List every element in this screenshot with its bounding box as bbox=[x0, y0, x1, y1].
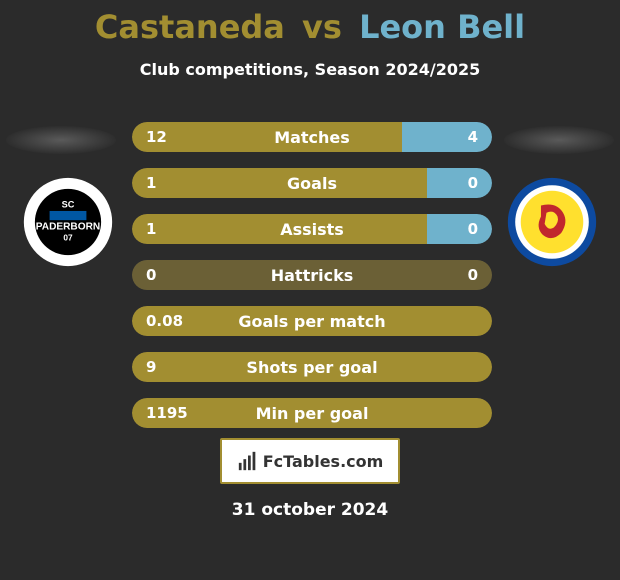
chart-icon bbox=[237, 450, 259, 472]
brand-badge: FcTables.com bbox=[220, 438, 400, 484]
stat-label: Shots per goal bbox=[132, 358, 492, 377]
shadow-left bbox=[6, 126, 116, 154]
player1-name: Castaneda bbox=[95, 8, 285, 46]
page-title: Castaneda vs Leon Bell bbox=[0, 0, 620, 46]
subtitle: Club competitions, Season 2024/2025 bbox=[0, 60, 620, 79]
svg-text:PADERBORN: PADERBORN bbox=[36, 221, 100, 232]
stat-row: Min per goal1195 bbox=[132, 398, 492, 428]
svg-text:07: 07 bbox=[63, 233, 73, 242]
stat-value-player2: 0 bbox=[468, 220, 478, 238]
brand-text: FcTables.com bbox=[263, 452, 384, 471]
player2-name: Leon Bell bbox=[359, 8, 525, 46]
stat-value-player1: 0 bbox=[146, 266, 156, 284]
stat-value-player1: 1 bbox=[146, 174, 156, 192]
stat-value-player1: 0.08 bbox=[146, 312, 183, 330]
team-badge-right bbox=[506, 176, 598, 268]
stat-label: Goals bbox=[132, 174, 492, 193]
stat-row: Assists1 0 bbox=[132, 214, 492, 244]
stat-label: Matches bbox=[132, 128, 492, 147]
vs-label: vs bbox=[302, 8, 342, 46]
stat-label: Hattricks bbox=[132, 266, 492, 285]
stat-label: Assists bbox=[132, 220, 492, 239]
svg-text:SC: SC bbox=[62, 199, 75, 209]
stat-value-player1: 12 bbox=[146, 128, 167, 146]
stat-value-player2: 4 bbox=[468, 128, 478, 146]
date-text: 31 october 2024 bbox=[0, 500, 620, 520]
stat-row: Goals1 0 bbox=[132, 168, 492, 198]
stat-row: Shots per goal9 bbox=[132, 352, 492, 382]
stat-value-player1: 9 bbox=[146, 358, 156, 376]
stat-bars: Matches124Goals10Assists10Hattricks00Goa… bbox=[132, 122, 492, 444]
stat-value-player1: 1195 bbox=[146, 404, 188, 422]
stat-value-player1: 1 bbox=[146, 220, 156, 238]
stat-row: Hattricks0 0 bbox=[132, 260, 492, 290]
stat-row: Goals per match0.08 bbox=[132, 306, 492, 336]
stat-row: Matches12 4 bbox=[132, 122, 492, 152]
stat-value-player2: 0 bbox=[468, 174, 478, 192]
stat-value-player2: 0 bbox=[468, 266, 478, 284]
shadow-right bbox=[504, 126, 614, 154]
stat-label: Goals per match bbox=[132, 312, 492, 331]
team-badge-left: PADERBORN 07 SC bbox=[22, 176, 114, 268]
